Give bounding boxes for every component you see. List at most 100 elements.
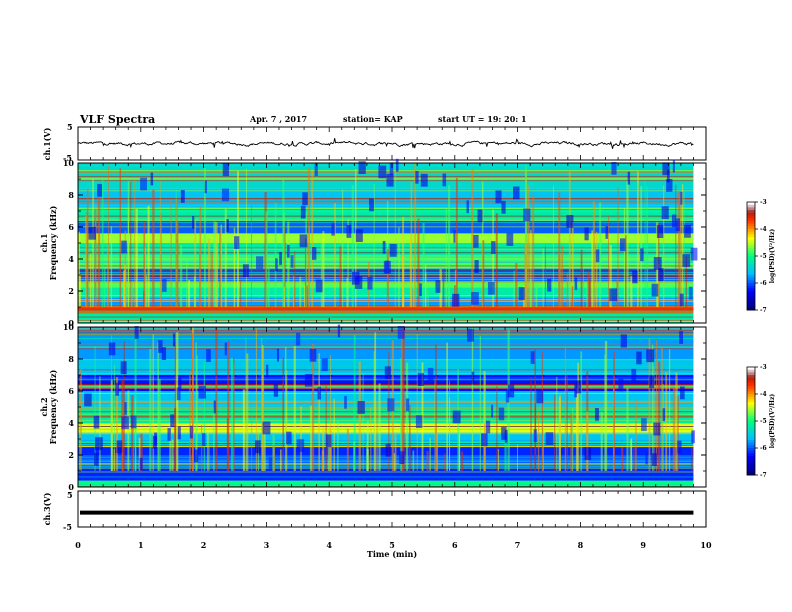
spectrogram-burst bbox=[207, 238, 211, 307]
spectrogram-burst bbox=[626, 387, 629, 471]
spectrogram-burst bbox=[413, 267, 415, 307]
spectrogram-burst bbox=[215, 222, 218, 307]
spectrogram-quiet bbox=[662, 162, 670, 176]
spectrogram-quiet bbox=[286, 244, 290, 258]
spectrogram-quiet bbox=[256, 256, 264, 270]
spectrogram-burst bbox=[572, 407, 574, 471]
colorbar-cell bbox=[747, 304, 755, 308]
colorbar-cell bbox=[747, 404, 755, 408]
spectrogram-line bbox=[78, 359, 694, 361]
spectrogram-quiet bbox=[452, 410, 461, 424]
spectrogram-quiet bbox=[386, 173, 394, 187]
colorbar-cell bbox=[747, 437, 755, 441]
spectrogram-line bbox=[78, 405, 694, 407]
colorbar-cell bbox=[747, 456, 755, 460]
spectrogram-burst bbox=[675, 372, 678, 471]
spectrogram-burst bbox=[149, 348, 152, 471]
spectrogram-burst bbox=[284, 287, 286, 307]
spectrogram-burst bbox=[492, 209, 494, 307]
spectrogram-burst bbox=[318, 353, 320, 471]
spectrogram-burst bbox=[554, 394, 556, 471]
spectrogram-burst bbox=[157, 342, 160, 471]
spectrogram-quiet bbox=[442, 173, 447, 187]
spectrogram-burst bbox=[299, 276, 302, 307]
spectrogram-quiet bbox=[202, 433, 206, 447]
spectrogram-burst bbox=[127, 180, 129, 307]
time-tick-label: 4 bbox=[326, 540, 332, 550]
spectrogram-burst bbox=[580, 249, 583, 307]
spectrogram-burst bbox=[220, 224, 223, 307]
spectrogram-burst bbox=[401, 327, 403, 471]
colorbar-cell bbox=[747, 274, 755, 279]
spectrogram-quiet bbox=[611, 161, 617, 175]
colorbar-cell bbox=[747, 285, 755, 289]
colorbar-cell bbox=[747, 458, 755, 462]
freq-tick-label: 10 bbox=[63, 158, 75, 168]
spectrogram-line bbox=[78, 255, 694, 257]
colorbar-cell bbox=[747, 293, 755, 297]
spectrogram-line bbox=[78, 332, 694, 334]
spectrogram-burst bbox=[537, 410, 540, 471]
spectrogram-quiet bbox=[315, 279, 323, 293]
spectrogram-burst bbox=[652, 344, 654, 471]
colorbar-cell bbox=[747, 380, 755, 384]
colorbar-cell bbox=[747, 431, 755, 435]
spectrogram-burst bbox=[409, 234, 412, 307]
spectrogram-line bbox=[78, 205, 694, 206]
spectrogram-burst bbox=[251, 414, 253, 471]
spectrogram-burst bbox=[564, 347, 567, 471]
ch3-waveform-panel: 5 -5 ch.3(V) bbox=[42, 490, 707, 532]
spectrogram-burst bbox=[240, 279, 242, 307]
ch1-waveform-panel: 5 -5 ch.1(V) bbox=[42, 122, 707, 163]
spectrogram-line bbox=[78, 298, 694, 300]
spectrogram-burst bbox=[572, 286, 574, 307]
spectrogram-burst bbox=[672, 387, 676, 471]
spectrogram-line bbox=[78, 220, 694, 221]
spectrogram-burst bbox=[409, 404, 411, 471]
spectrogram-line bbox=[78, 428, 694, 430]
spectrogram-quiet bbox=[574, 384, 577, 398]
spectrogram-quiet bbox=[498, 407, 505, 421]
spectrogram-burst bbox=[658, 361, 661, 471]
spectrogram-burst bbox=[504, 440, 507, 471]
spectrogram-burst bbox=[346, 277, 348, 307]
spectrogram-quiet bbox=[389, 162, 394, 176]
colorbar-cell bbox=[747, 218, 755, 222]
spectrogram-quiet bbox=[262, 421, 271, 435]
spectrogram-quiet bbox=[474, 260, 479, 273]
time-tick-label: 9 bbox=[640, 540, 646, 550]
spectrogram-quiet bbox=[206, 349, 211, 363]
spectrogram-burst bbox=[339, 246, 342, 307]
spectrogram-burst bbox=[86, 188, 89, 307]
spectrogram-burst bbox=[262, 349, 265, 471]
spectrogram-quiet bbox=[120, 361, 127, 375]
spectrogram-burst bbox=[322, 427, 325, 471]
spectrogram-burst bbox=[662, 384, 664, 471]
ch3-waveform-frame bbox=[77, 490, 707, 528]
spectrogram-quiet bbox=[640, 248, 644, 262]
spectrogram-quiet bbox=[646, 349, 655, 363]
spectrogram-burst bbox=[159, 181, 161, 307]
spectrogram-burst bbox=[583, 267, 584, 307]
spectrogram-burst bbox=[617, 187, 619, 307]
spectrogram-quiet bbox=[226, 219, 229, 232]
spectrogram-burst bbox=[255, 328, 257, 471]
colorbar-cell bbox=[747, 394, 755, 398]
spectrogram-burst bbox=[685, 256, 687, 307]
spectrogram-quiet bbox=[192, 216, 195, 229]
spectrogram-quiet bbox=[385, 443, 391, 457]
spectrogram-line bbox=[78, 384, 694, 385]
spectrogram-burst bbox=[580, 351, 583, 471]
spectrogram-burst bbox=[586, 411, 589, 471]
spectrogram-burst bbox=[300, 406, 302, 471]
spectrogram-line bbox=[78, 456, 694, 458]
colorbar-cell bbox=[747, 434, 755, 438]
spectrogram-band bbox=[78, 281, 694, 288]
spectrogram-burst bbox=[513, 270, 515, 307]
colorbar-cell bbox=[747, 220, 755, 225]
spectrogram-burst bbox=[245, 168, 247, 307]
spectrogram-quiet bbox=[618, 378, 624, 392]
spectrogram-line bbox=[78, 379, 694, 380]
colorbar-cell bbox=[747, 396, 755, 400]
spectrogram-quiet bbox=[140, 177, 147, 191]
